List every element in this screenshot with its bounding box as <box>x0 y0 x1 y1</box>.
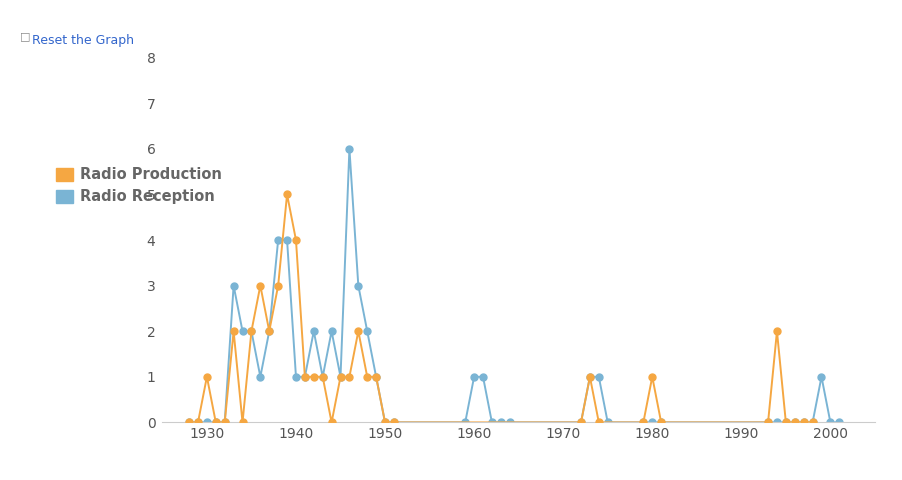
Radio Reception <box>336 374 346 380</box>
Radio Reception <box>389 420 400 425</box>
Radio Reception <box>246 328 257 334</box>
Radio Production <box>272 283 283 288</box>
Radio Reception <box>308 328 319 334</box>
Radio Production <box>255 283 266 288</box>
Radio Reception <box>263 328 274 334</box>
Radio Reception <box>647 420 658 425</box>
Radio Production <box>771 328 782 334</box>
Radio Production <box>798 420 809 425</box>
Radio Production <box>780 420 791 425</box>
Radio Reception <box>762 420 773 425</box>
Radio Production <box>371 374 382 380</box>
Radio Reception <box>798 420 809 425</box>
Radio Reception <box>327 328 337 334</box>
Radio Production <box>638 420 649 425</box>
Radio Production <box>353 328 364 334</box>
Radio Reception <box>290 374 301 380</box>
Radio Reception <box>460 420 471 425</box>
Radio Production <box>344 374 354 380</box>
Radio Production <box>184 420 195 425</box>
Radio Reception <box>299 374 310 380</box>
Radio Production <box>263 328 274 334</box>
Radio Production <box>201 374 212 380</box>
Text: Reset the Graph: Reset the Graph <box>32 34 133 47</box>
Radio Reception <box>789 420 800 425</box>
Radio Reception <box>380 420 391 425</box>
Radio Reception <box>353 283 364 288</box>
Radio Production <box>290 237 301 243</box>
Radio Production <box>246 328 257 334</box>
Radio Reception <box>834 420 845 425</box>
Legend: Radio Production, Radio Reception: Radio Production, Radio Reception <box>56 167 222 204</box>
Radio Reception <box>656 420 667 425</box>
Radio Reception <box>486 420 497 425</box>
Radio Reception <box>495 420 506 425</box>
Radio Reception <box>371 374 382 380</box>
Radio Production <box>380 420 391 425</box>
Radio Production <box>575 420 586 425</box>
Radio Production <box>807 420 818 425</box>
Radio Production <box>647 374 658 380</box>
Radio Reception <box>344 146 354 152</box>
Radio Production <box>237 420 248 425</box>
Radio Reception <box>469 374 480 380</box>
Radio Reception <box>638 420 649 425</box>
Radio Reception <box>219 420 230 425</box>
Radio Production <box>656 420 667 425</box>
Radio Reception <box>504 420 515 425</box>
Radio Production <box>228 328 239 334</box>
Radio Production <box>584 374 595 380</box>
Radio Reception <box>318 374 328 380</box>
Radio Production <box>318 374 328 380</box>
Radio Production <box>389 420 400 425</box>
Radio Reception <box>825 420 836 425</box>
Radio Production <box>762 420 773 425</box>
Radio Reception <box>237 328 248 334</box>
Radio Production <box>308 374 319 380</box>
Radio Reception <box>201 420 212 425</box>
Radio Production <box>789 420 800 425</box>
Radio Reception <box>575 420 586 425</box>
Radio Production <box>281 192 292 197</box>
Text: □: □ <box>20 31 31 41</box>
Radio Reception <box>362 328 373 334</box>
Radio Production <box>362 374 373 380</box>
Radio Reception <box>228 283 239 288</box>
Radio Reception <box>478 374 489 380</box>
Radio Reception <box>771 420 782 425</box>
Radio Reception <box>281 237 292 243</box>
Radio Reception <box>210 420 221 425</box>
Radio Production <box>336 374 346 380</box>
Line: Radio Production: Radio Production <box>186 191 816 426</box>
Radio Production <box>299 374 310 380</box>
Radio Reception <box>594 374 604 380</box>
Radio Production <box>193 420 204 425</box>
Radio Reception <box>603 420 613 425</box>
Radio Production <box>210 420 221 425</box>
Radio Production <box>219 420 230 425</box>
Radio Reception <box>184 420 195 425</box>
Radio Reception <box>780 420 791 425</box>
Radio Production <box>594 420 604 425</box>
Line: Radio Reception: Radio Reception <box>186 145 842 426</box>
Radio Reception <box>816 374 827 380</box>
Radio Reception <box>255 374 266 380</box>
Radio Reception <box>193 420 204 425</box>
Radio Reception <box>807 420 818 425</box>
Radio Reception <box>584 374 595 380</box>
Radio Reception <box>272 237 283 243</box>
Radio Production <box>327 420 337 425</box>
